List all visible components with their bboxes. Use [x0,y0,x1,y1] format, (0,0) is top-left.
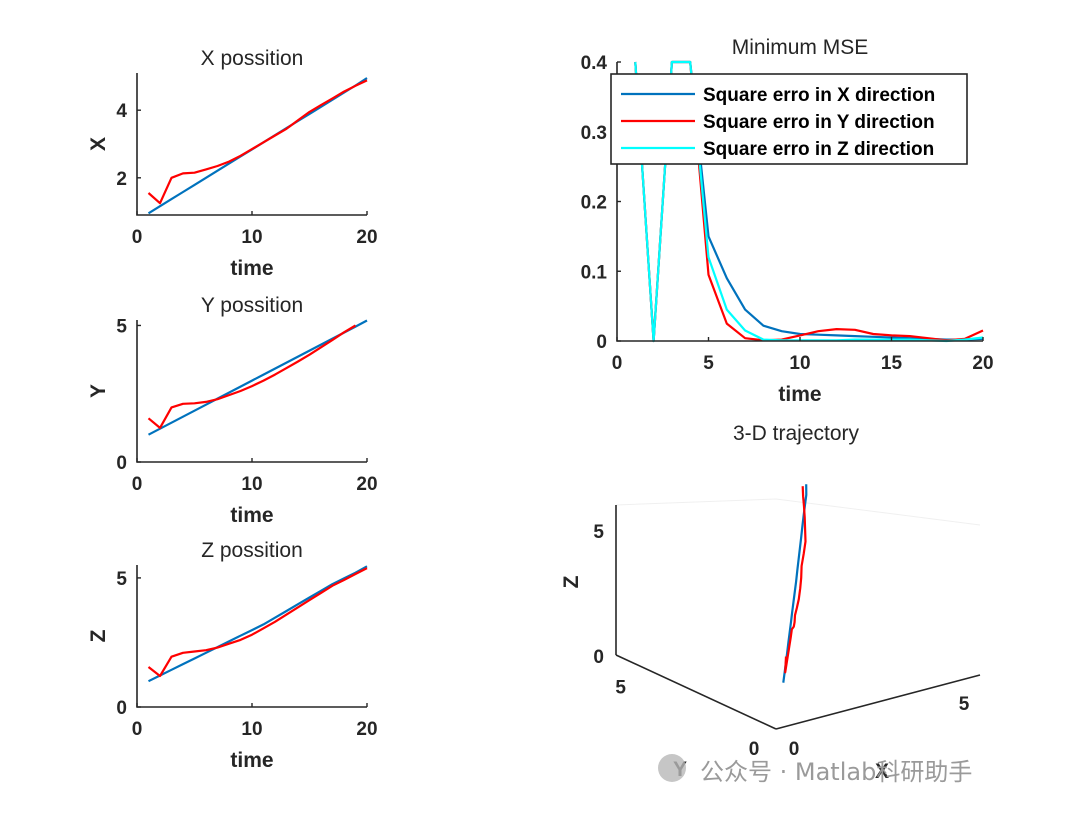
x-tick-label: 10 [241,227,262,248]
series-line-y_pos-1 [147,324,357,429]
y-tick-label: 0 [596,332,607,353]
y-axis-label: Y [87,384,110,398]
x-tick-label: 10 [241,474,262,495]
x-tick-label: 15 [881,353,903,374]
x-tick-label: 0 [132,719,143,740]
chart-traj3d: 050505XYZ3-D trajectory [560,422,981,783]
x-tick-label: 10 [241,719,262,740]
x-tick-label: 20 [356,719,377,740]
series-line-y_pos-0 [147,319,368,436]
axes-frame [136,320,367,463]
y-axis-label: Z [87,629,110,642]
x-tick-label: 5 [959,694,970,715]
x-axis-label: time [230,504,273,527]
x-axis-label: time [230,257,273,280]
back-plane-edge [615,498,981,526]
series-line-z_pos-1 [147,567,368,678]
x-axis-label: X [875,760,889,783]
wechat-icon [658,754,686,782]
chart-x_pos: 0 10 20 2 4 X possition time X [87,47,378,280]
y-tick-label: 5 [116,316,127,337]
chart-z_pos: 0 10 20 0 5 Z possition time Z [87,539,378,772]
y-tick-label: 2 [116,169,127,190]
x-tick-label: 20 [356,227,377,248]
y-tick-label: 5 [116,569,127,590]
x-axis-line [775,674,981,730]
y-axis-label: X [87,137,110,151]
x-tick-label: 10 [789,353,810,374]
z-tick-label: 5 [593,522,604,543]
legend: Square erro in X direction Square erro in… [610,73,968,165]
watermark-text: 公众号 · Matlab科研助手 [700,758,972,786]
trajectory-line-0 [782,484,808,683]
chart-mse: 0 5 10 15 20 0 0.1 0.2 0.3 0.4 Minimum MSE time Squa… [581,36,994,406]
y-tick-label: 0.3 [581,123,607,144]
series-line-x_pos-1 [147,79,368,205]
x-tick-label: 0 [789,739,800,760]
legend-entry: Square erro in Y direction [703,112,935,133]
y-tick-label: 0 [116,453,127,474]
chart-title: Minimum MSE [732,36,869,59]
x-axis-label: time [778,383,821,406]
chart-title: Y possition [201,294,303,317]
y-tick-label: 0 [116,698,127,719]
y-axis-line [615,654,777,730]
x-tick-label: 5 [703,353,714,374]
axes-frame [136,73,367,216]
x-tick-label: 0 [612,353,623,374]
z-tick-label: 0 [593,647,604,668]
chart-title: 3-D trajectory [733,422,860,445]
legend-entry: Square erro in Z direction [703,139,934,160]
legend-entry: Square erro in X direction [703,85,935,106]
chart-title: X possition [201,47,304,70]
trajectory-line-1 [784,486,807,674]
y-tick-label: 4 [116,101,127,122]
y-tick-label: 0.1 [581,262,608,283]
x-tick-label: 20 [356,474,377,495]
y-tick-label: 0.4 [581,53,608,74]
chart-title: Z possition [201,539,303,562]
y-tick-label: 0 [749,739,760,760]
series-line-z_pos-0 [148,565,368,683]
y-tick-label: 0.2 [581,193,607,214]
y-tick-label: 5 [615,677,626,698]
x-tick-label: 0 [132,474,143,495]
x-axis-label: time [230,749,273,772]
x-tick-label: 20 [972,353,993,374]
x-tick-label: 0 [132,227,143,248]
chart-y_pos: 0 10 20 0 5 Y possition time Y [87,294,378,527]
z-axis-label: Z [560,575,583,588]
